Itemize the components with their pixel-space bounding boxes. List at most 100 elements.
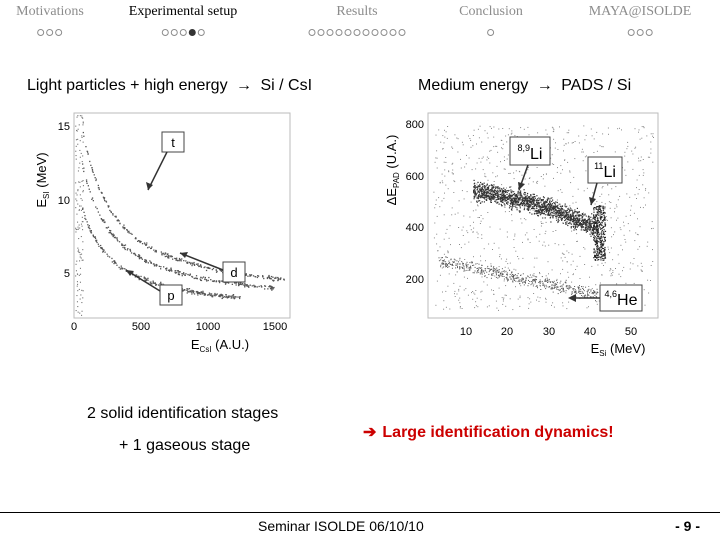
scatter-point [554,243,556,245]
scatter-point [176,270,179,272]
scatter-point [474,266,476,268]
nav-dot[interactable] [179,29,187,36]
scatter-point [535,213,538,215]
nav-dot[interactable] [326,29,334,36]
scatter-point [460,180,462,182]
scatter-point [202,276,205,278]
scatter-point [498,128,500,130]
scatter-point [582,151,584,153]
scatter-point [556,282,558,284]
scatter-point [528,307,530,309]
scatter-point [461,308,463,309]
scatter-point [532,203,534,205]
nav-dot[interactable] [344,29,352,36]
scatter-point [114,261,116,263]
nav-dot[interactable] [170,29,178,36]
scatter-point [232,295,234,297]
scatter-point [650,265,652,266]
scatter-point [170,255,173,257]
scatter-point [521,278,523,280]
scatter-point [543,284,545,286]
nav-dot[interactable] [487,29,495,36]
scatter-point [576,216,578,218]
scatter-point [567,216,569,218]
scatter-point [546,280,548,282]
scatter-point [601,247,603,249]
scatter-point [597,232,600,234]
scatter-point [545,275,547,277]
left-heading: Light particles + high energy → Si / CsI [27,77,312,95]
scatter-point [600,212,602,214]
nav-dot[interactable] [627,29,635,36]
scatter-point [200,279,203,282]
scatter-point [459,285,461,287]
scatter-point [191,291,193,293]
scatter-point [495,276,497,278]
scatter-point [188,291,190,293]
scatter-point [466,269,468,271]
scatter-point [493,269,494,271]
nav-section-results[interactable]: Results [308,4,407,39]
nav-dot[interactable] [353,29,361,36]
scatter-point [481,273,483,275]
scatter-point [545,280,547,282]
scatter-point [481,157,483,159]
scatter-point [587,290,589,292]
scatter-point [487,212,489,213]
scatter-point [638,129,640,131]
scatter-point [99,214,101,216]
nav-dot[interactable] [398,29,406,36]
scatter-point [158,284,160,286]
scatter-point [526,202,528,204]
nav-dot[interactable] [46,29,54,36]
x-axis-label: ECsI (A.U.) [191,337,249,354]
nav-dot[interactable] [636,29,644,36]
scatter-point [252,275,255,277]
nav-section-experimental-setup[interactable]: Experimental setup [129,4,237,39]
nav-dots [129,27,237,39]
scatter-point [496,165,498,167]
scatter-point [486,271,488,273]
scatter-point [75,275,77,277]
scatter-point [509,276,511,278]
nav-dot[interactable] [362,29,370,36]
nav-dot[interactable] [371,29,379,36]
scatter-point [192,290,194,292]
scatter-point [596,250,598,252]
nav-dot[interactable] [197,29,205,36]
nav-dot[interactable] [37,29,45,36]
li-8-9-label: 8,9Li [518,143,543,163]
nav-dot[interactable] [335,29,343,36]
scatter-point [168,270,171,272]
scatter-point [473,264,475,266]
scatter-point [155,263,157,266]
scatter-point [584,227,586,229]
scatter-point [532,196,534,198]
nav-dot[interactable] [380,29,388,36]
scatter-point [486,184,488,186]
scatter-point [588,218,590,220]
scatter-point [566,287,568,289]
scatter-point [443,142,445,144]
nav-dot-current[interactable] [188,29,196,36]
scatter-point [539,285,541,287]
scatter-point [553,128,555,130]
scatter-point [595,241,597,243]
nav-dot[interactable] [161,29,169,36]
nav-dot[interactable] [308,29,316,36]
nav-section-conclusion[interactable]: Conclusion [459,4,523,39]
scatter-point [167,257,170,259]
scatter-point [575,290,577,292]
nav-dot[interactable] [317,29,325,36]
scatter-point [511,130,513,132]
nav-section-motivations[interactable]: Motivations [16,4,84,39]
scatter-point [501,201,503,203]
scatter-point [513,200,515,202]
nav-dot[interactable] [645,29,653,36]
scatter-point [90,230,92,232]
scatter-point [481,270,483,272]
nav-dot[interactable] [389,29,397,36]
nav-section-maya-isolde[interactable]: MAYA@ISOLDE [589,4,691,39]
scatter-point [108,205,110,207]
nav-dot[interactable] [55,29,63,36]
